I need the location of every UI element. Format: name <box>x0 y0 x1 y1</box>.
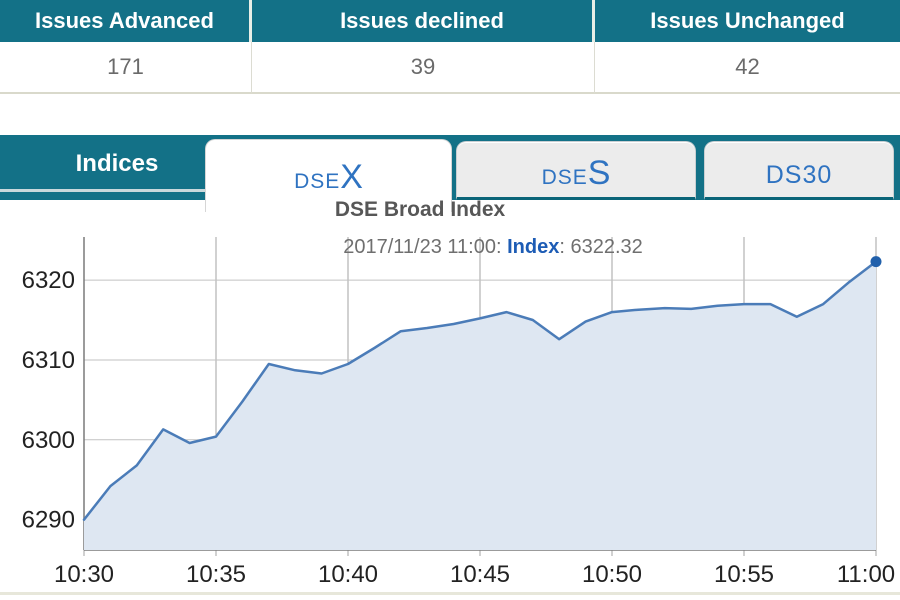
chart-title: DSE Broad Index <box>334 198 506 221</box>
svg-text:10:30: 10:30 <box>54 561 114 588</box>
value-issues-declined: 39 <box>252 42 595 94</box>
tab-dsex[interactable]: DSE X <box>205 139 452 212</box>
value-issues-advanced: 171 <box>0 42 252 94</box>
tab-dses[interactable]: DSE S <box>456 141 696 200</box>
tab-dses-label-suffix: S <box>587 154 611 192</box>
index-area-chart[interactable]: 10:30 10:35 10:40 10:45 10:50 10:55 11:00 6290 6… <box>0 200 900 600</box>
value-issues-unchanged: 42 <box>595 42 900 94</box>
tab-bar-underline <box>0 189 206 192</box>
tab-ds30[interactable]: DS30 <box>704 141 894 200</box>
chart-subtitle: 2017/11/23 11:00: Index: 6322.32 <box>343 236 643 259</box>
svg-text:10:45: 10:45 <box>450 561 510 588</box>
svg-text:11:00: 11:00 <box>837 561 895 588</box>
header-issues-declined: Issues declined <box>252 0 595 42</box>
svg-text:10:40: 10:40 <box>318 561 378 588</box>
tab-dsex-label-prefix: DSE <box>294 170 341 193</box>
svg-text:6290: 6290 <box>22 507 75 534</box>
header-issues-advanced: Issues Advanced <box>0 0 252 42</box>
summary-header-row: Issues Advanced Issues declined Issues U… <box>0 0 900 42</box>
svg-text:6320: 6320 <box>22 267 75 294</box>
tab-ds30-label: DS30 <box>765 161 833 189</box>
svg-text:6300: 6300 <box>22 427 75 454</box>
summary-values-row: 171 39 42 <box>0 42 900 94</box>
svg-text:10:50: 10:50 <box>582 561 642 588</box>
page-bottom-border <box>0 592 900 595</box>
svg-text:6310: 6310 <box>22 347 75 374</box>
chart-subtitle-series-label: Index <box>507 236 560 258</box>
svg-text:10:55: 10:55 <box>714 561 774 588</box>
header-issues-unchanged: Issues Unchanged <box>595 0 900 42</box>
svg-text:10:35: 10:35 <box>186 561 246 588</box>
indices-label: Indices <box>75 150 159 177</box>
chart-subtitle-datetime: 2017/11/23 11:00: <box>343 236 502 258</box>
issues-summary-table: Issues Advanced Issues declined Issues U… <box>0 0 900 94</box>
tab-dses-label-prefix: DSE <box>541 166 588 189</box>
tab-dsex-label-suffix: X <box>340 158 363 196</box>
chart-subtitle-value: : 6322.32 <box>559 236 643 258</box>
